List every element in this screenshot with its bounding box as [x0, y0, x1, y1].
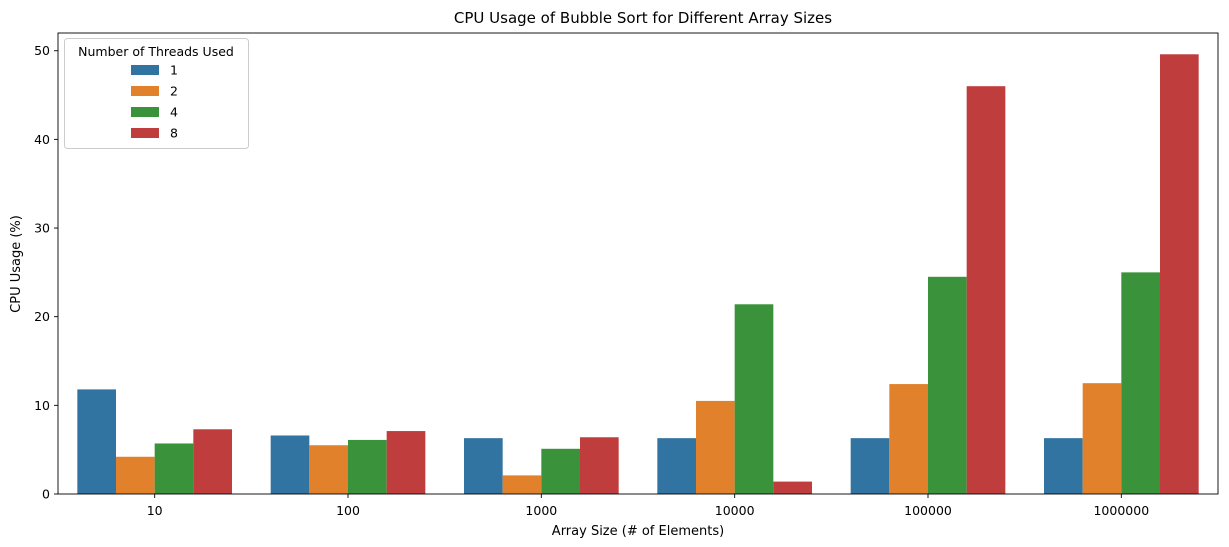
x-tick-label: 100 [336, 503, 360, 518]
bar-10000-threads-1 [657, 438, 696, 494]
bar-10-threads-8 [193, 429, 232, 494]
x-axis-ticks: 10 100 1000 10000 100000 1000000 [147, 494, 1149, 518]
y-tick-label: 50 [34, 43, 50, 58]
bar-100000-threads-8 [966, 86, 1006, 494]
bar-100000-threads-4 [928, 276, 967, 494]
bar-10000-threads-4 [734, 304, 774, 494]
legend: Number of Threads Used 1 2 4 8 [64, 38, 249, 149]
bar-100000-threads-2 [889, 384, 928, 494]
x-tick-label: 1000000 [1093, 503, 1149, 518]
legend-swatch-1 [131, 65, 159, 75]
y-tick-label: 30 [34, 221, 50, 236]
x-tick-label: 10000 [715, 503, 755, 518]
legend-title: Number of Threads Used [78, 44, 234, 59]
legend-label-1: 1 [170, 63, 178, 78]
bar-1000-threads-4 [541, 448, 580, 494]
x-tick-label: 10 [147, 503, 163, 518]
bar-100-threads-1 [270, 435, 310, 494]
legend-swatch-8 [131, 128, 159, 138]
x-axis-label: Array Size (# of Elements) [552, 524, 724, 539]
legend-label-4: 4 [170, 105, 178, 120]
bar-100-threads-4 [348, 439, 387, 494]
y-tick-label: 20 [34, 309, 50, 324]
bar-1000-threads-8 [580, 437, 619, 494]
bar-1000000-threads-4 [1121, 272, 1160, 494]
legend-label-2: 2 [170, 84, 178, 99]
bar-10000-threads-2 [696, 400, 735, 494]
legend-swatch-4 [131, 107, 159, 117]
bar-1000000-threads-8 [1160, 54, 1199, 494]
y-tick-label: 0 [42, 487, 50, 502]
bar-10-threads-4 [154, 443, 194, 494]
bar-10000-threads-8 [773, 481, 812, 494]
bar-1000000-threads-2 [1082, 383, 1122, 494]
legend-swatch-2 [131, 86, 159, 96]
bar-1000-threads-1 [464, 438, 503, 494]
legend-entries: 1 2 4 8 [131, 63, 178, 141]
bars-group [77, 54, 1199, 494]
x-tick-label: 1000 [525, 503, 557, 518]
bar-100-threads-8 [386, 431, 426, 494]
plot-frame [57, 32, 1219, 495]
legend-label-8: 8 [170, 126, 178, 141]
x-tick-label: 100000 [904, 503, 952, 518]
bar-1000000-threads-1 [1044, 438, 1083, 494]
bar-100-threads-2 [309, 445, 348, 494]
y-axis-ticks: 0 10 20 30 40 50 [34, 43, 58, 502]
bar-100000-threads-1 [850, 438, 890, 494]
y-tick-label: 10 [34, 398, 50, 413]
chart-title: CPU Usage of Bubble Sort for Different A… [454, 9, 832, 27]
y-axis-label: CPU Usage (%) [9, 215, 24, 313]
bar-10-threads-1 [77, 389, 116, 494]
y-tick-label: 40 [34, 132, 50, 147]
bar-1000-threads-2 [502, 475, 542, 494]
bar-10-threads-2 [116, 456, 155, 494]
